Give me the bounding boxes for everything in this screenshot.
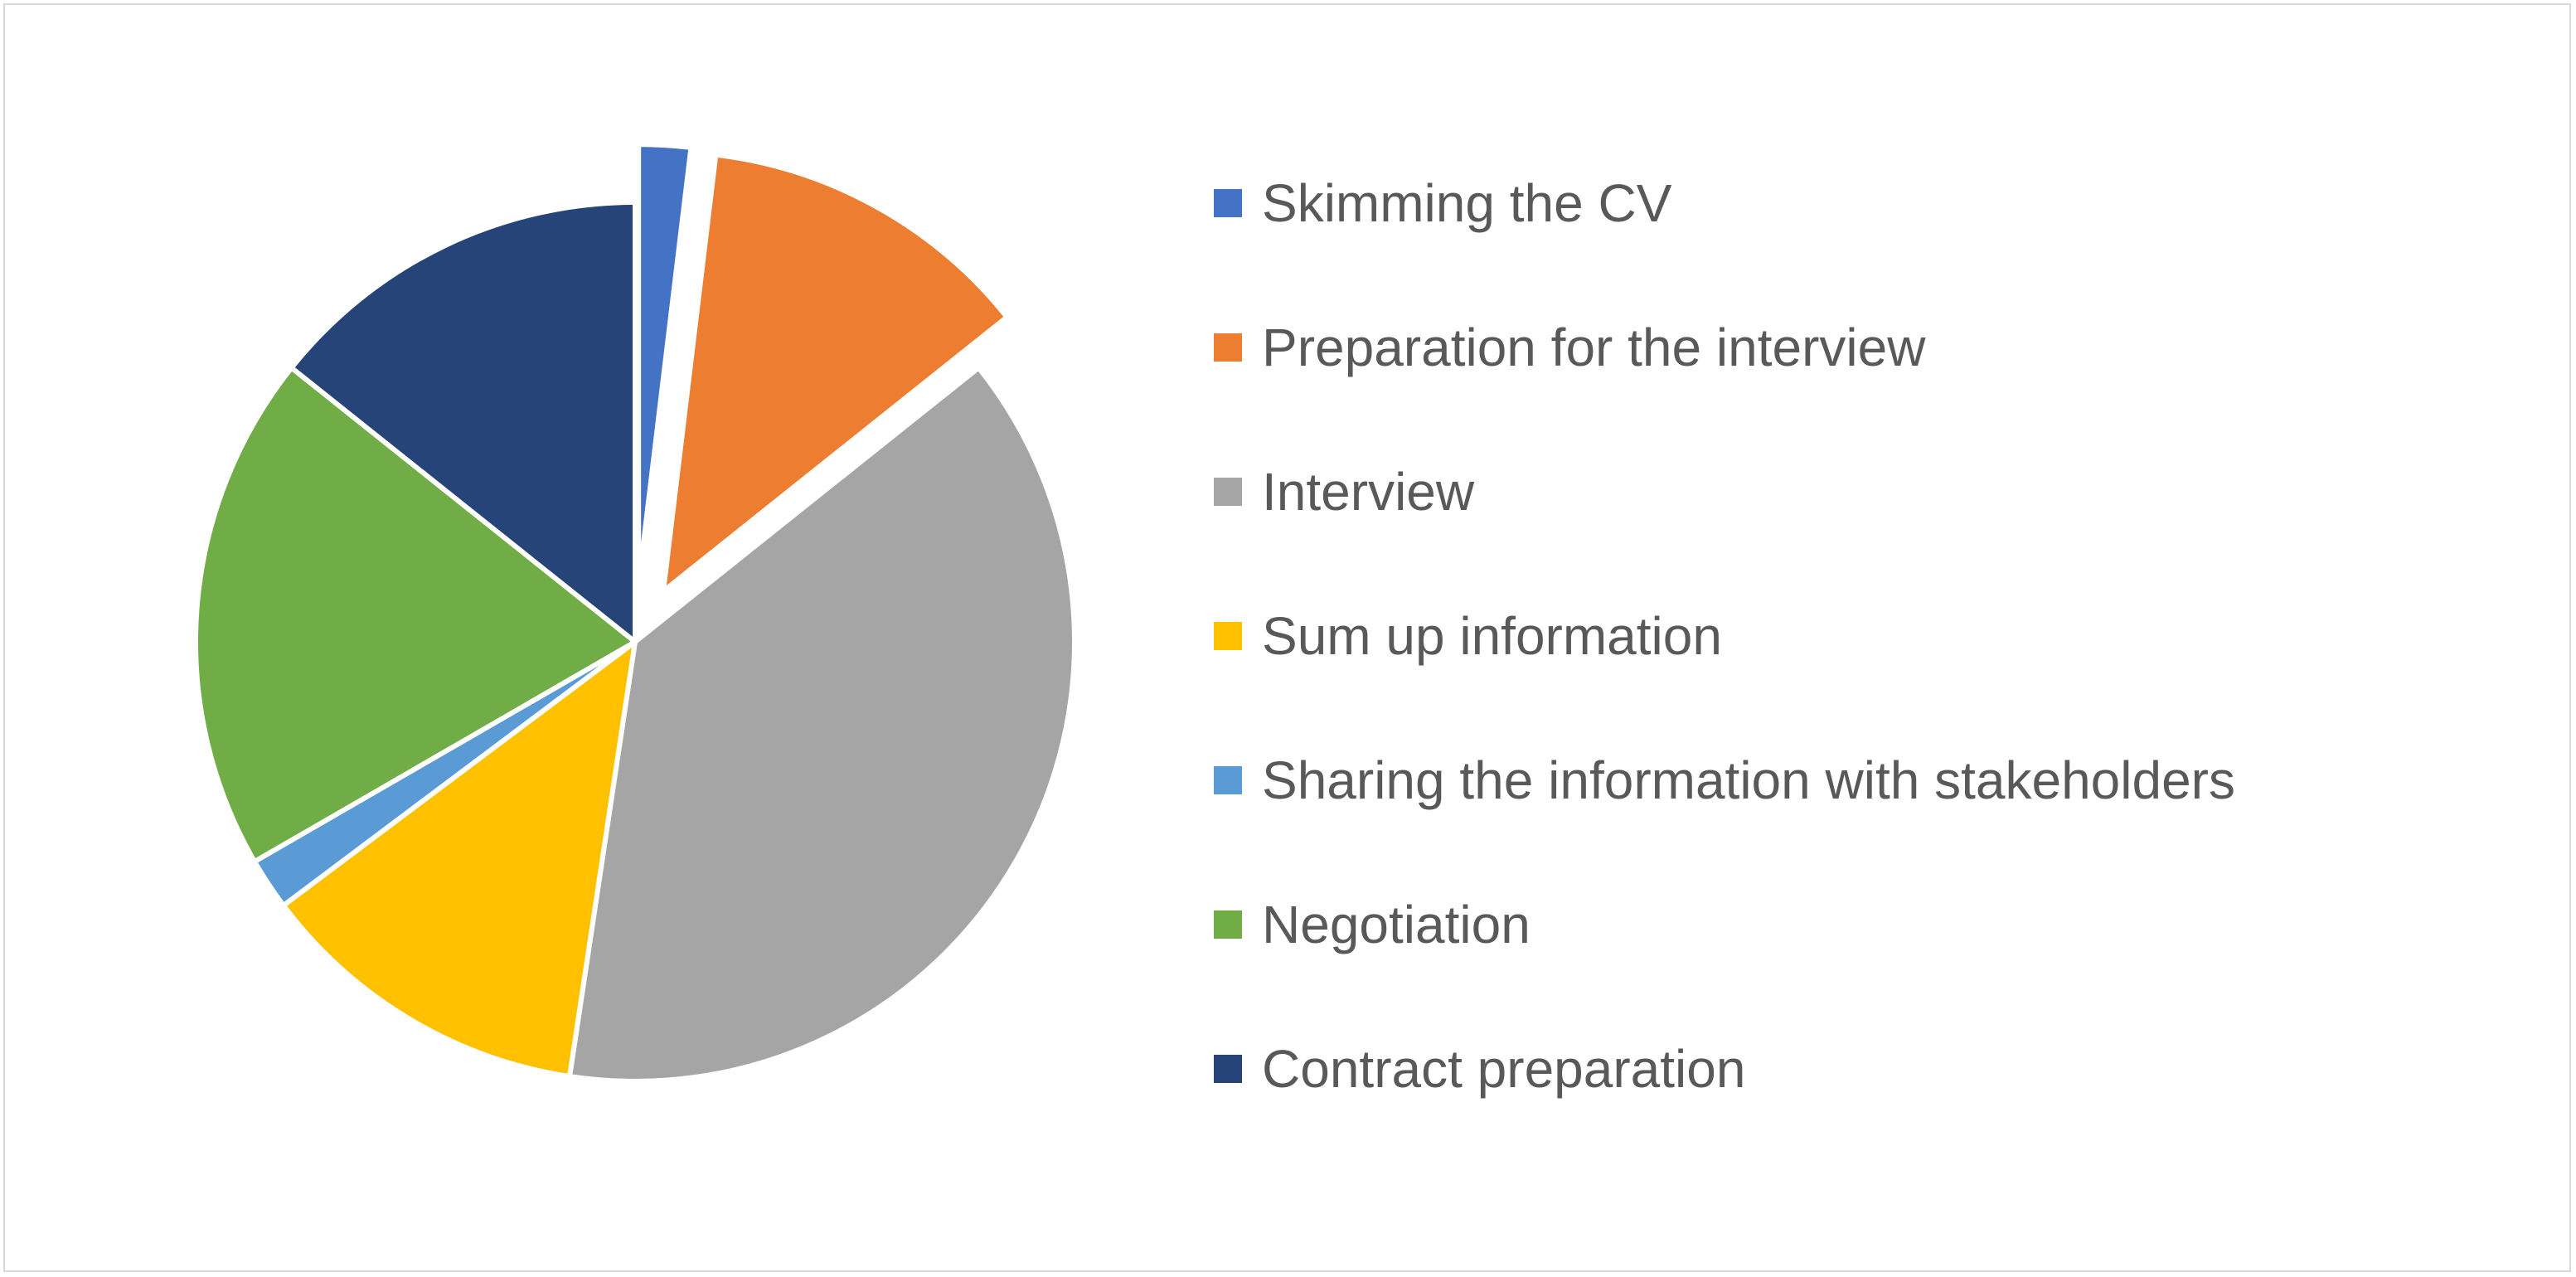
legend-label: Preparation for the interview [1262, 321, 1925, 374]
legend-swatch [1214, 478, 1242, 506]
legend-label: Negotiation [1262, 898, 1531, 951]
legend-swatch [1214, 189, 1242, 217]
legend-swatch [1214, 333, 1242, 362]
legend-label: Contract preparation [1262, 1042, 1745, 1095]
legend-label: Sum up information [1262, 609, 1722, 663]
legend-item-preparation-for-the-interview: Preparation for the interview [1214, 314, 1925, 381]
legend-item-negotiation: Negotiation [1214, 891, 1531, 958]
legend-item-skimming-the-cv: Skimming the CV [1214, 170, 1671, 236]
legend-item-sum-up-information: Sum up information [1214, 603, 1722, 669]
legend-label: Skimming the CV [1262, 177, 1671, 230]
legend-swatch [1214, 766, 1242, 794]
legend-swatch [1214, 622, 1242, 650]
pie-slices [196, 144, 1075, 1081]
legend-label: Interview [1262, 465, 1474, 518]
legend-item-contract-preparation: Contract preparation [1214, 1036, 1745, 1102]
legend-swatch [1214, 1055, 1242, 1083]
legend-label: Sharing the information with stakeholder… [1262, 754, 2235, 807]
legend-swatch [1214, 910, 1242, 939]
legend-item-sharing-the-information-with-stakeholders: Sharing the information with stakeholder… [1214, 747, 2235, 813]
legend-item-interview: Interview [1214, 459, 1474, 525]
